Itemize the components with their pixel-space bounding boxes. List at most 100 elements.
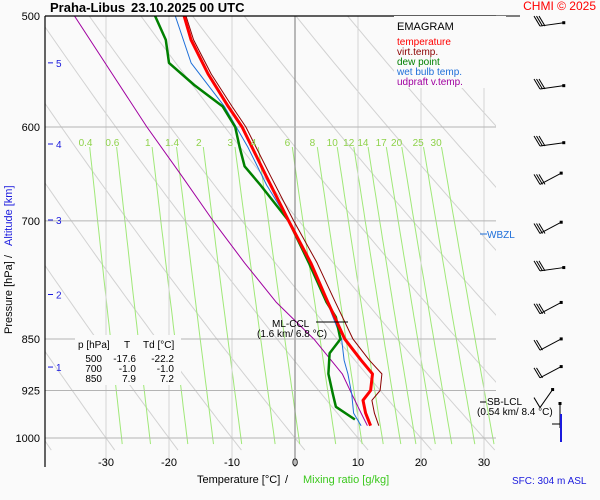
x-tick-label: -10 — [224, 457, 240, 469]
series — [74, 16, 383, 427]
wind-barb — [533, 365, 563, 379]
ml-ccl-detail: (1.6 km/ 6.8 °C) — [257, 329, 327, 340]
table-row: 850 7.9 7.2 — [85, 374, 174, 385]
wind-barb — [533, 260, 566, 272]
y-axis-label-altitude: Altitude [km] — [3, 185, 15, 246]
mixing-ratio-line — [176, 146, 214, 445]
y-tick-label: 1000 — [16, 433, 40, 445]
dry-adiabat-line — [45, 264, 179, 451]
wind-barb — [533, 171, 563, 185]
dry-adiabat-line — [243, 16, 496, 316]
mixing-ratio-label: 17 — [376, 138, 388, 149]
legend-item-virt-temp: virt.temp. — [397, 47, 438, 58]
mixing-ratio-label: 3 — [228, 138, 234, 149]
table-cell: -1.0 — [119, 364, 137, 375]
y-tick-label: 600 — [22, 122, 40, 134]
mixing-ratio-line — [291, 146, 337, 445]
dry-adiabat-line — [346, 16, 496, 188]
series-temperature — [182, 16, 374, 427]
mixing-ratio-lines — [89, 146, 495, 445]
wind-barb — [552, 402, 562, 442]
altitude-tick-label: 5 — [56, 59, 62, 70]
wind-barb — [533, 220, 563, 234]
series-virt-temp — [185, 16, 383, 426]
y-tick-label: 925 — [22, 386, 40, 398]
altitude-tick-label: 3 — [56, 216, 62, 227]
sb-lcl-detail: (0.54 km/ 8.4 °C) — [477, 407, 553, 418]
mixing-ratio-label: 12 — [343, 138, 355, 149]
mixing-ratio-label: 8 — [310, 138, 316, 149]
y-tick-label: 500 — [22, 11, 40, 23]
table-header-p: p [hPa] — [78, 340, 110, 351]
mixing-ratio-line — [385, 146, 436, 445]
table-cell: -22.2 — [151, 354, 174, 365]
mixing-ratio-label: 1.4 — [165, 138, 179, 149]
wind-barb — [533, 337, 563, 351]
y-tick-label: 700 — [22, 216, 40, 228]
wind-barb — [533, 78, 566, 90]
altitude-tick-label: 4 — [56, 140, 62, 151]
legend-item-temperature: temperature — [397, 37, 451, 48]
surface-elevation: SFC: 304 m ASL — [512, 476, 587, 487]
mixing-ratio-label: 30 — [431, 138, 443, 149]
y-axis-label: Pressure [hPa] — [3, 261, 15, 334]
mixing-ratio-label: 14 — [357, 138, 369, 149]
x-tick-label: 30 — [478, 457, 490, 469]
ml-ccl-label: ML-CCL — [272, 319, 310, 330]
table-cell: 7.2 — [160, 374, 174, 385]
mixing-ratio-line — [89, 146, 123, 445]
table-row: 700 -1.0 -1.0 — [85, 364, 174, 375]
mixing-ratio-line — [353, 146, 402, 445]
mixing-ratio-label: 2 — [196, 138, 202, 149]
station-title: Praha-Libus — [50, 0, 125, 15]
series-udpraft-v-temp — [74, 16, 368, 426]
wind-barbs — [533, 15, 566, 442]
legend-item-updraft: udpraft v.temp. — [397, 77, 463, 88]
x-tick-label: -20 — [161, 457, 177, 469]
mixing-ratio-line — [257, 146, 301, 445]
table-cell: -17.6 — [113, 354, 136, 365]
mixing-ratio-line — [401, 146, 453, 445]
mixing-ratio-label: 0.6 — [105, 138, 119, 149]
mixing-ratio-label: 20 — [391, 138, 403, 149]
mixing-ratio-label: 0.4 — [79, 138, 93, 149]
legend-title: EMAGRAM — [397, 21, 454, 33]
altitude-tick-label: 1 — [56, 363, 62, 374]
mixing-ratio-line — [367, 146, 417, 445]
x-tick-label: 20 — [415, 457, 427, 469]
dry-adiabat-line — [45, 26, 369, 451]
mixing-ratio-label: 4 — [251, 138, 257, 149]
x-axis-label-mixing: Mixing ratio [g/kg] — [303, 474, 389, 486]
mixing-ratio-label: 6 — [285, 138, 291, 149]
wind-barb — [533, 300, 563, 315]
dry-adiabat-line — [45, 350, 116, 451]
dry-adiabat-line — [45, 102, 306, 451]
table-cell: -1.0 — [157, 364, 175, 375]
mixing-ratio-line — [441, 146, 495, 445]
y-tick-label: 850 — [22, 334, 40, 346]
mixing-ratio-line — [423, 146, 476, 445]
dry-adiabats — [45, 16, 496, 451]
dry-adiabat-line — [140, 16, 496, 451]
legend-item-wet-bulb: wet bulb temp. — [396, 67, 462, 78]
dry-adiabat-line — [88, 16, 432, 451]
mixing-ratio-line — [202, 146, 243, 445]
dry-adiabat-line — [191, 16, 496, 383]
x-tick-label: -30 — [98, 457, 114, 469]
sb-lcl-label: SB-LCL — [487, 397, 522, 408]
datetime-title: 23.10.2025 00 UTC — [131, 0, 245, 15]
x-axis-label: Temperature [°C] — [197, 474, 280, 486]
mixing-ratio-line — [336, 146, 384, 445]
x-axis-separator: / — [285, 474, 289, 486]
legend-item-dew-point: dew point — [397, 57, 440, 68]
table-cell: 700 — [85, 364, 102, 375]
altitude-tick-label: 2 — [56, 290, 62, 301]
mixing-ratio-label: 1 — [145, 138, 151, 149]
table-cell: 7.9 — [122, 374, 136, 385]
table-header-t: T — [124, 340, 130, 351]
mixing-ratio-line — [151, 146, 189, 445]
wind-barb — [533, 135, 566, 147]
table-row: 500 -17.6 -22.2 — [85, 354, 174, 365]
